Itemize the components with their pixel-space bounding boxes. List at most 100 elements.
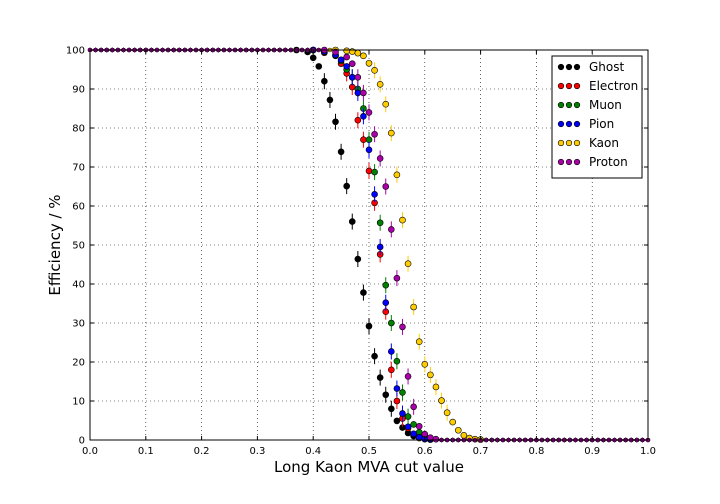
- data-point: [388, 319, 395, 327]
- data-point: [388, 348, 395, 355]
- legend-marker: [573, 63, 581, 71]
- axis-ticks: 0.0 0.1 0.2 0.3 0.4 0.5 0.6 0.7 0.8 0.9 1.0 0 10 20 30…: [66, 46, 656, 458]
- legend-marker: [565, 139, 573, 147]
- data-point: [382, 100, 390, 108]
- legend-entry-proton: Proton: [557, 155, 628, 169]
- x-axis-label: Long Kaon MVA cut value: [274, 458, 464, 476]
- y-tick-label: 0: [79, 436, 85, 447]
- data-point: [404, 413, 412, 420]
- data-point: [449, 418, 457, 426]
- data-point: [388, 366, 395, 374]
- data-point: [332, 118, 339, 126]
- data-point: [404, 423, 412, 431]
- y-tick-label: 90: [72, 85, 85, 96]
- data-point: [454, 426, 462, 434]
- legend-box: [551, 55, 643, 179]
- x-tick-label: 1.0: [640, 446, 656, 457]
- data-point: [343, 182, 350, 190]
- legend-entry-electron: Electron: [557, 79, 638, 93]
- data-point: [371, 130, 378, 138]
- x-tick-label: 0.6: [417, 446, 433, 457]
- data-point: [382, 183, 390, 190]
- data-point: [388, 405, 395, 413]
- data-point: [365, 109, 373, 116]
- y-tick-label: 30: [72, 319, 85, 330]
- data-point: [393, 357, 401, 365]
- legend-label: Proton: [589, 155, 628, 169]
- data-point: [337, 56, 345, 64]
- data-point: [393, 397, 401, 405]
- legend-marker: [557, 101, 565, 109]
- x-tick-label: 0.4: [305, 446, 321, 457]
- legend-marker: [573, 101, 581, 109]
- data-point: [404, 373, 412, 380]
- x-tick-label: 0.2: [194, 446, 210, 457]
- data-point: [399, 389, 406, 396]
- data-point: [393, 417, 401, 425]
- data-point: [399, 216, 406, 224]
- data-point: [371, 66, 378, 74]
- legend-marker: [573, 82, 581, 90]
- data-point: [315, 63, 323, 70]
- data-point: [410, 403, 417, 411]
- legend-label: Kaon: [589, 136, 619, 150]
- data-point: [343, 47, 350, 55]
- data-point: [365, 146, 373, 154]
- data-point: [365, 322, 373, 330]
- data-point: [354, 116, 362, 124]
- legend-marker: [565, 63, 573, 71]
- x-tick-label: 0.5: [361, 446, 377, 457]
- data-point: [415, 433, 423, 441]
- legend-marker: [557, 120, 565, 128]
- data-point: [343, 53, 350, 61]
- data-point: [393, 171, 401, 179]
- data-point: [432, 435, 440, 443]
- legend-marker: [557, 82, 565, 90]
- y-tick-label: 50: [72, 241, 85, 252]
- data-point: [326, 96, 334, 104]
- data-point: [360, 52, 367, 60]
- x-tick-label: 0.8: [528, 446, 544, 457]
- y-tick-label: 80: [72, 124, 85, 135]
- data-point: [388, 129, 395, 137]
- legend-marker: [557, 63, 565, 71]
- data-point: [348, 218, 356, 225]
- data-point: [399, 410, 406, 417]
- data-point: [371, 352, 378, 360]
- data-point: [376, 219, 384, 227]
- data-point: [443, 409, 451, 417]
- data-point: [360, 113, 367, 120]
- x-tick-label: 0.1: [138, 446, 154, 457]
- data-point: [410, 303, 417, 311]
- x-tick-label: 0.3: [249, 446, 265, 457]
- legend-entry-kaon: Kaon: [557, 136, 619, 150]
- data-point: [460, 432, 468, 439]
- legend-label: Electron: [589, 79, 638, 93]
- data-point: [365, 136, 373, 143]
- data-point: [371, 168, 378, 176]
- data-point: [376, 243, 384, 251]
- y-tick-label: 100: [66, 46, 85, 57]
- data-point: [365, 167, 373, 175]
- data-point: [371, 191, 378, 198]
- data-point: [348, 48, 356, 55]
- data-point: [393, 385, 401, 392]
- data-point: [399, 323, 406, 331]
- legend-entry-pion: Pion: [557, 117, 614, 131]
- legend-marker: [565, 101, 573, 109]
- legend-label: Pion: [589, 117, 614, 131]
- data-point: [415, 423, 423, 430]
- legend-marker: [565, 120, 573, 128]
- data-point: [382, 281, 390, 289]
- x-tick-label: 0.0: [82, 446, 98, 457]
- x-tick-label: 0.7: [473, 446, 489, 457]
- legend-marker: [573, 158, 581, 166]
- data-point: [354, 74, 362, 81]
- data-point: [348, 74, 356, 81]
- data-point: [382, 299, 390, 307]
- legend-label: Ghost: [589, 60, 624, 74]
- data-point: [376, 81, 384, 88]
- data-point: [365, 59, 373, 67]
- data-point: [432, 383, 440, 391]
- data-point: [410, 421, 417, 428]
